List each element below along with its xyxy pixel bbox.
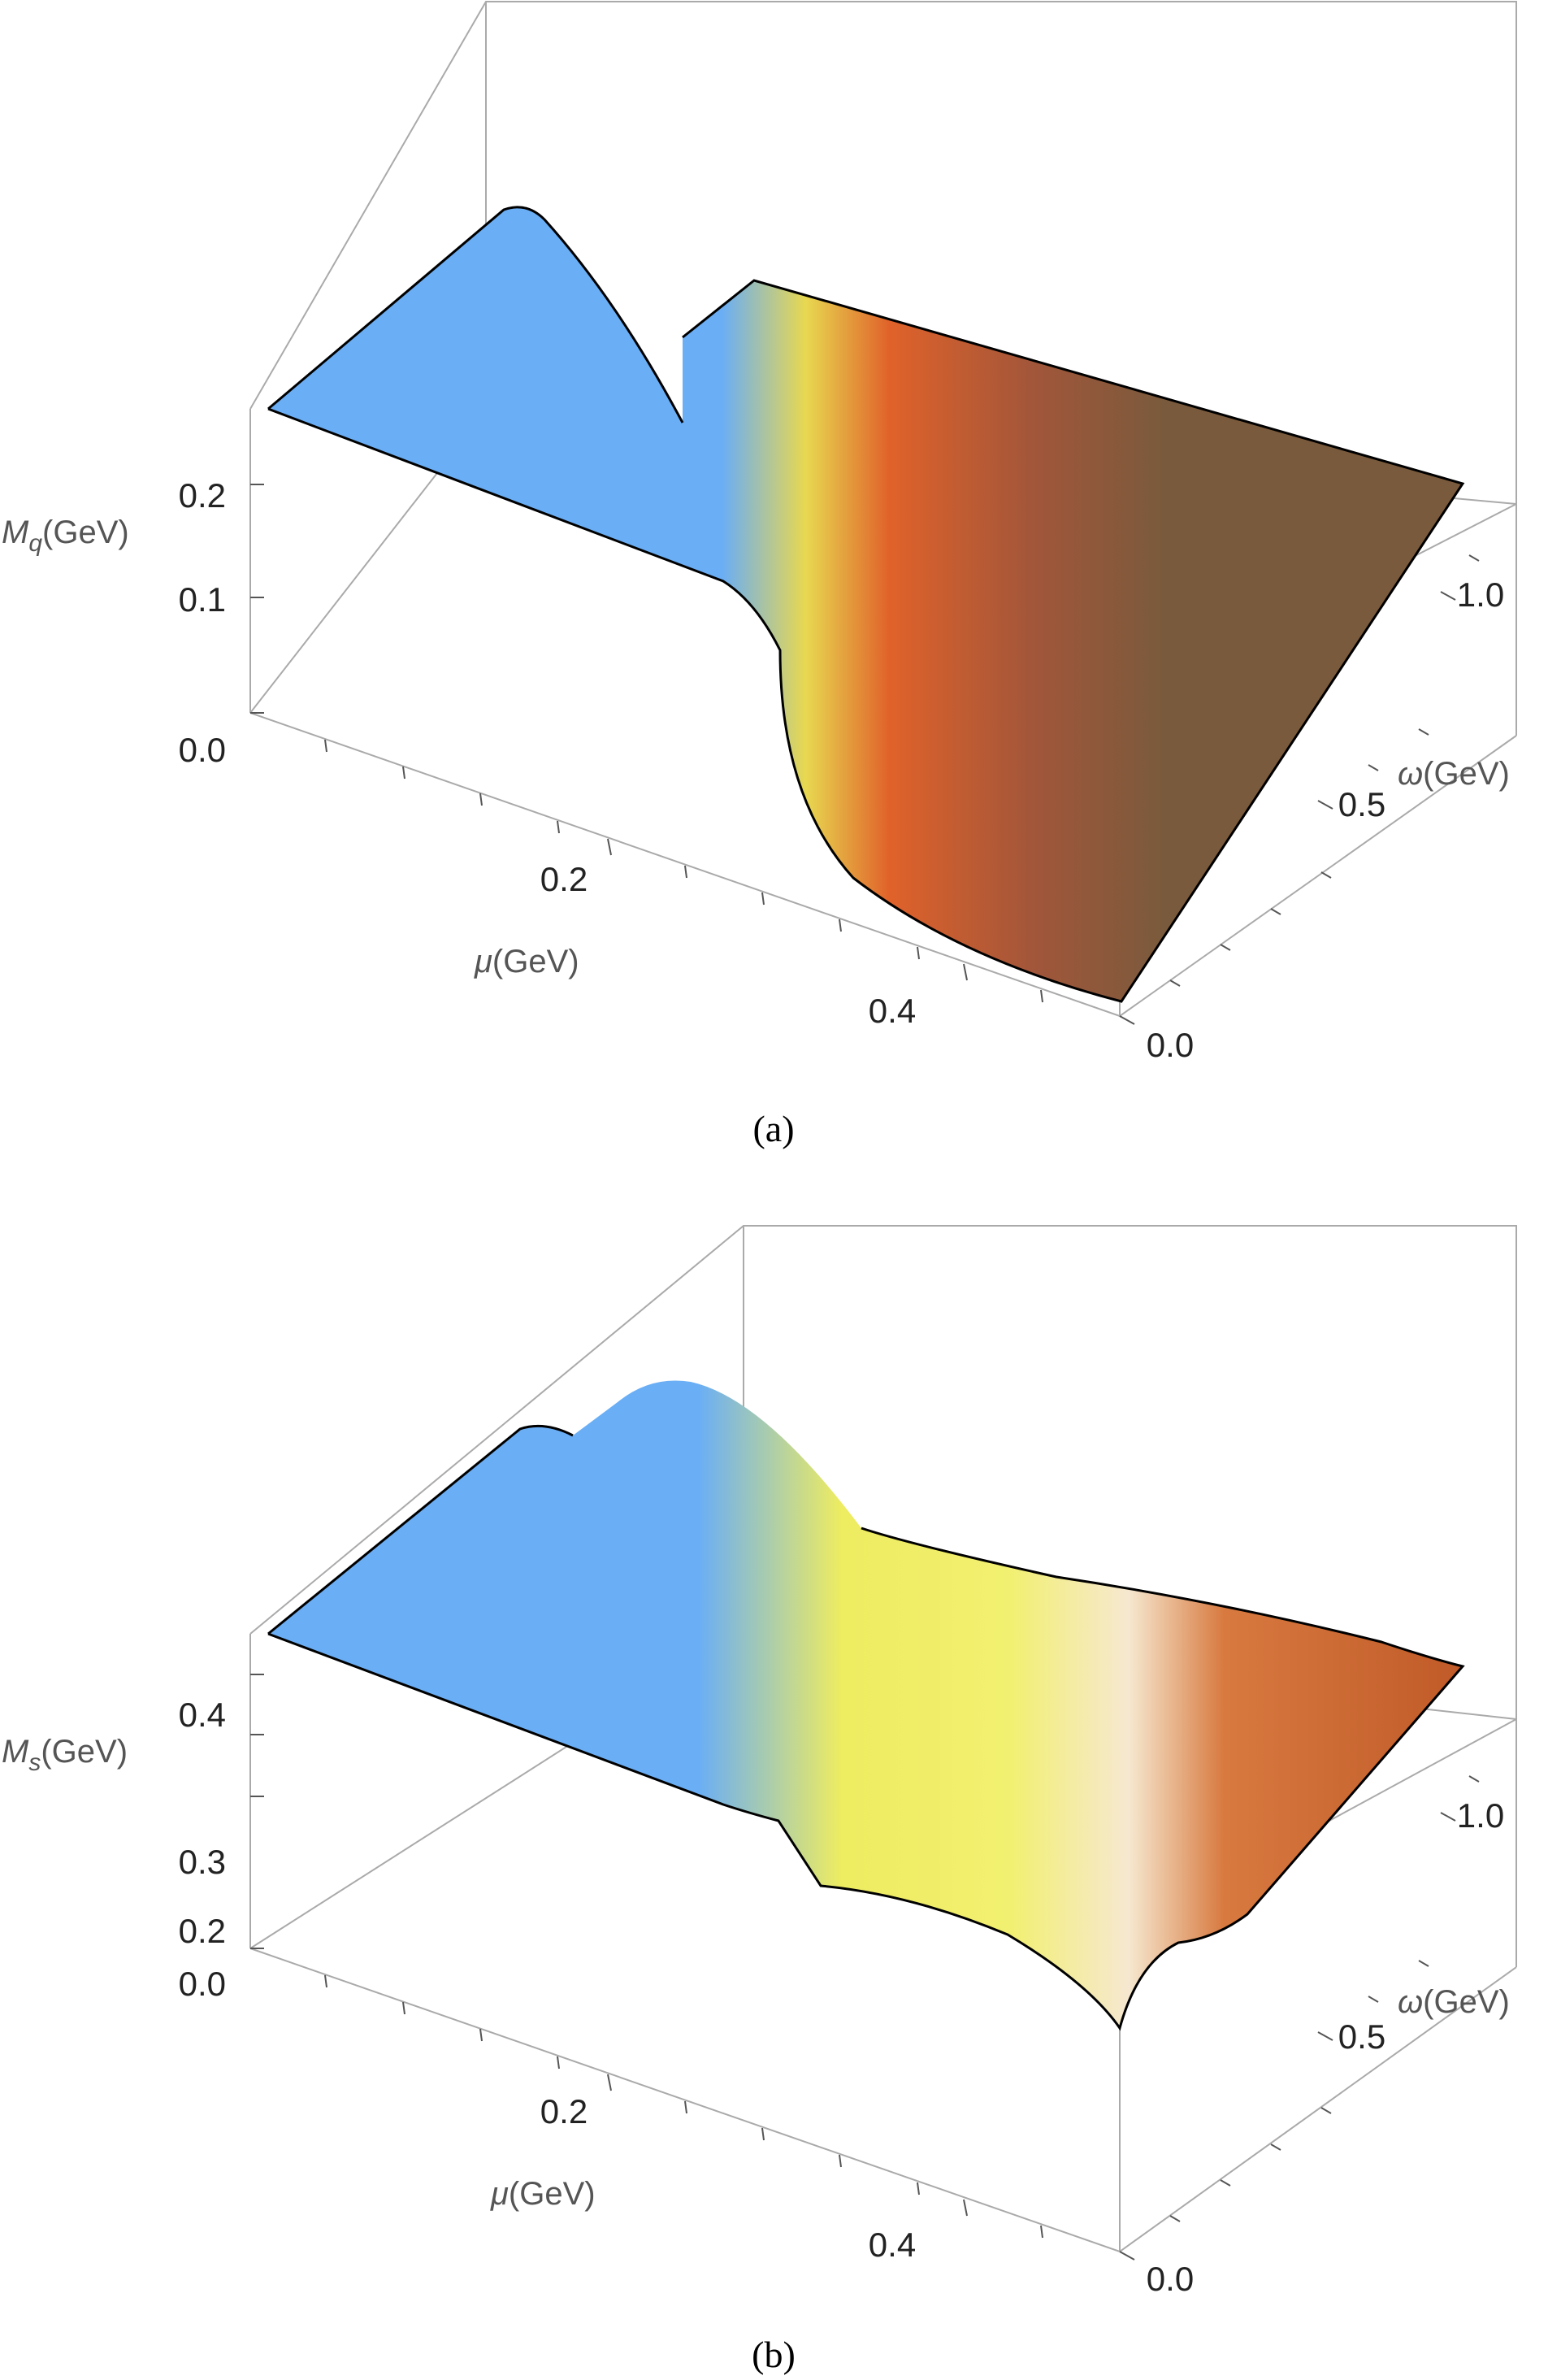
panel-b-x-axis: 0.2 0.4 μ(GeV) [324, 1974, 1043, 2264]
panel-a-caption: (a) [752, 1108, 794, 1149]
panel-b-y-axis: 0.0 0.5 1.0 ω(GeV) [1119, 1775, 1510, 2298]
panel-a-z-tick-label: 0.1 [179, 580, 226, 619]
panel-a-y-tick-label: 0.5 [1338, 785, 1385, 823]
panel-b-z-tick-label: 0.2 [179, 1912, 226, 1950]
panel-b-surface-fill [268, 1380, 1463, 2028]
panel-b: 0.0 0.2 0.3 0.4 Ms(GeV) 0.2 0.4 μ(GeV) [2, 1225, 1517, 2375]
panel-b-x-tick-label: 0.4 [869, 2226, 916, 2264]
panel-a-x-axis: 0.2 0.4 μ(GeV) [324, 739, 1043, 1030]
panel-a: 0.0 0.1 0.2 Mq(GeV) 0.2 0.4 μ(GeV) [2, 1, 1517, 1149]
panel-a-x-axis-label: μ(GeV) [474, 944, 579, 979]
panel-b-z-tick-label: 0.0 [179, 1965, 226, 2003]
panel-a-x-tick-label: 0.2 [540, 860, 588, 898]
panel-b-y-tick-label: 0.5 [1338, 2017, 1385, 2056]
panel-a-surface [267, 206, 1465, 1003]
panel-b-y-tick-label: 1.0 [1457, 1796, 1504, 1835]
panel-b-z-axis-label: Ms(GeV) [2, 1734, 128, 1776]
panel-b-caption: (b) [752, 2334, 796, 2375]
panel-b-z-axis: 0.0 0.2 0.3 0.4 Ms(GeV) [2, 1674, 264, 2003]
panel-b-x-axis-label: μ(GeV) [490, 2176, 596, 2212]
panel-a-z-axis: 0.0 0.1 0.2 Mq(GeV) [2, 476, 264, 769]
panel-a-y-axis: 0.0 0.5 1.0 ω(GeV) [1119, 554, 1510, 1064]
panel-b-y-tick-label: 0.0 [1147, 2260, 1194, 2298]
panel-a-y-axis-label: ω(GeV) [1398, 756, 1510, 792]
panel-a-y-tick-label: 0.0 [1147, 1026, 1194, 1064]
panel-b-z-tick-label: 0.3 [179, 1843, 226, 1881]
panel-a-z-tick-label: 0.2 [179, 476, 226, 515]
panel-b-y-axis-label: ω(GeV) [1398, 1984, 1510, 2020]
panel-a-z-axis-label: Mq(GeV) [2, 515, 129, 557]
panel-a-x-tick-label: 0.4 [869, 992, 916, 1030]
panel-b-x-tick-label: 0.2 [540, 2092, 588, 2130]
panel-a-y-tick-label: 1.0 [1457, 575, 1504, 614]
panel-a-z-tick-label: 0.0 [179, 731, 226, 769]
panel-a-surface-fill [268, 206, 1463, 1001]
panel-b-z-tick-label: 0.4 [179, 1696, 226, 1734]
panel-b-surface [267, 1380, 1465, 2031]
